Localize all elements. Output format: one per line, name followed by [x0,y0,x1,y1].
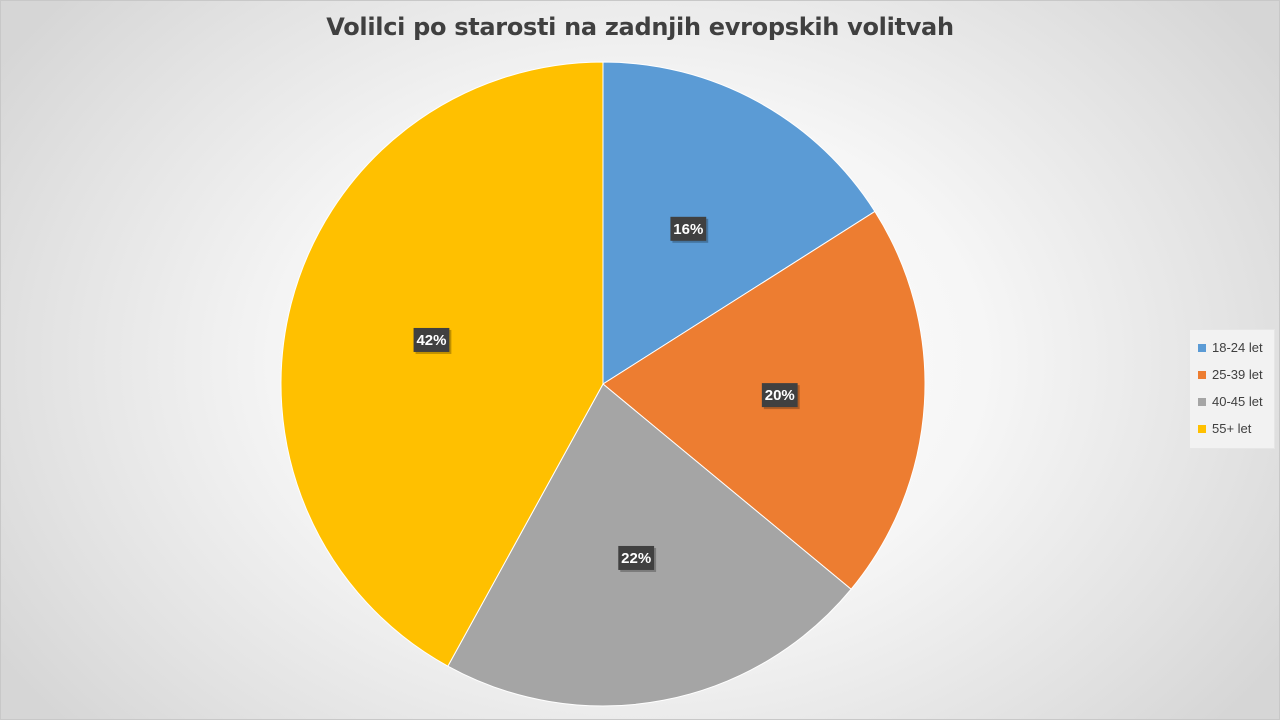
slice-label-box [761,383,798,408]
legend-swatch [1198,370,1206,379]
chart-legend: 18-24 let 25-39 let 40-45 let 55+ let [1189,329,1275,449]
slice-label-box [618,545,655,570]
legend-swatch [1198,424,1206,433]
legend-label: 18-24 let [1212,340,1263,355]
pie-slice-1[interactable] [602,61,876,385]
legend-label: 25-39 let [1212,367,1263,382]
slice-data-label: 22% [618,545,657,572]
slice-data-label: 16% [670,216,709,243]
slice-label-box [413,327,450,352]
legend-label: 55+ let [1212,421,1252,436]
slice-data-label: 20% [761,383,800,410]
chart-title: Volilci po starosti na zadnjih evropskih… [326,13,954,41]
slice-label-box [670,216,707,241]
legend-swatch [1198,343,1206,352]
slice-label-text: 16% [673,221,703,238]
legend-swatch [1198,397,1206,406]
slice-label-text: 42% [416,332,446,349]
slice-label-text: 20% [765,387,795,404]
pie-slice-3[interactable] [447,383,852,707]
legend-label: 40-45 let [1212,394,1263,409]
slice-data-label: 42% [413,327,452,354]
pie-slice-4[interactable] [280,61,604,667]
legend-item-25-39[interactable]: 25-39 let [1190,361,1274,388]
legend-item-40-45[interactable]: 40-45 let [1190,388,1274,415]
slice-label-text: 22% [621,550,651,567]
legend-item-18-24[interactable]: 18-24 let [1190,334,1274,361]
legend-item-55-plus[interactable]: 55+ let [1190,415,1274,442]
